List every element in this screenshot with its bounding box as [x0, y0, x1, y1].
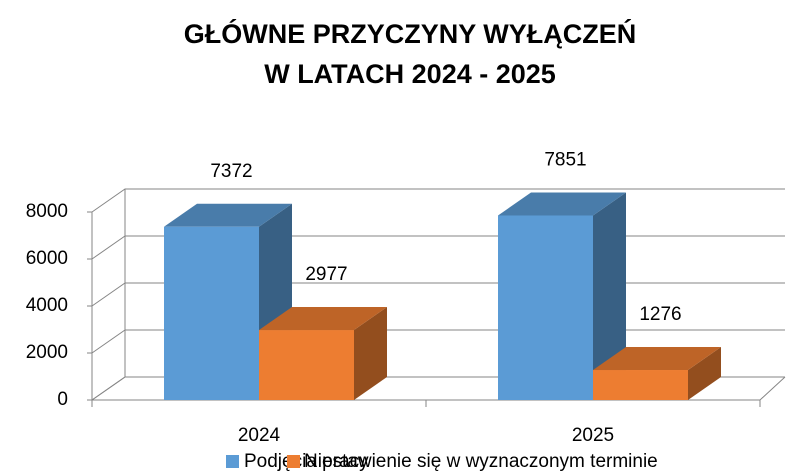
- legend-swatch: [287, 455, 300, 468]
- bar: [498, 215, 593, 400]
- value-label: 7851: [544, 150, 586, 171]
- grid-line: [91, 188, 785, 213]
- bar-side: [354, 307, 387, 400]
- x-tick-label: 2024: [238, 425, 281, 446]
- bar-top: [259, 307, 387, 331]
- y-tick-label: 8000: [26, 201, 68, 222]
- legend-label: Niestawienie się w wyznaczonym terminie: [304, 451, 658, 472]
- chart-title: GŁÓWNE PRZYCZYNY WYŁĄCZEŃ: [184, 18, 637, 49]
- y-tick-label: 2000: [26, 342, 68, 363]
- value-label: 1276: [639, 304, 681, 325]
- y-tick-label: 0: [57, 389, 68, 410]
- bar-top: [498, 192, 626, 216]
- y-tick-label: 6000: [26, 248, 68, 269]
- bar-top: [164, 203, 292, 227]
- bar: [259, 330, 354, 400]
- bar-side: [688, 347, 721, 400]
- chart-title: W LATACH 2024 - 2025: [264, 59, 556, 89]
- value-label: 2977: [305, 264, 347, 285]
- legend-swatch: [226, 455, 239, 468]
- x-tick-label: 2025: [572, 425, 614, 446]
- legend-label: Podjęcia pracy: [244, 451, 369, 472]
- value-label: 7372: [210, 161, 252, 182]
- bar-side: [593, 192, 626, 400]
- bar: [593, 370, 688, 400]
- bar: [164, 226, 259, 400]
- bar-top: [593, 347, 721, 371]
- y-tick-label: 4000: [26, 295, 68, 316]
